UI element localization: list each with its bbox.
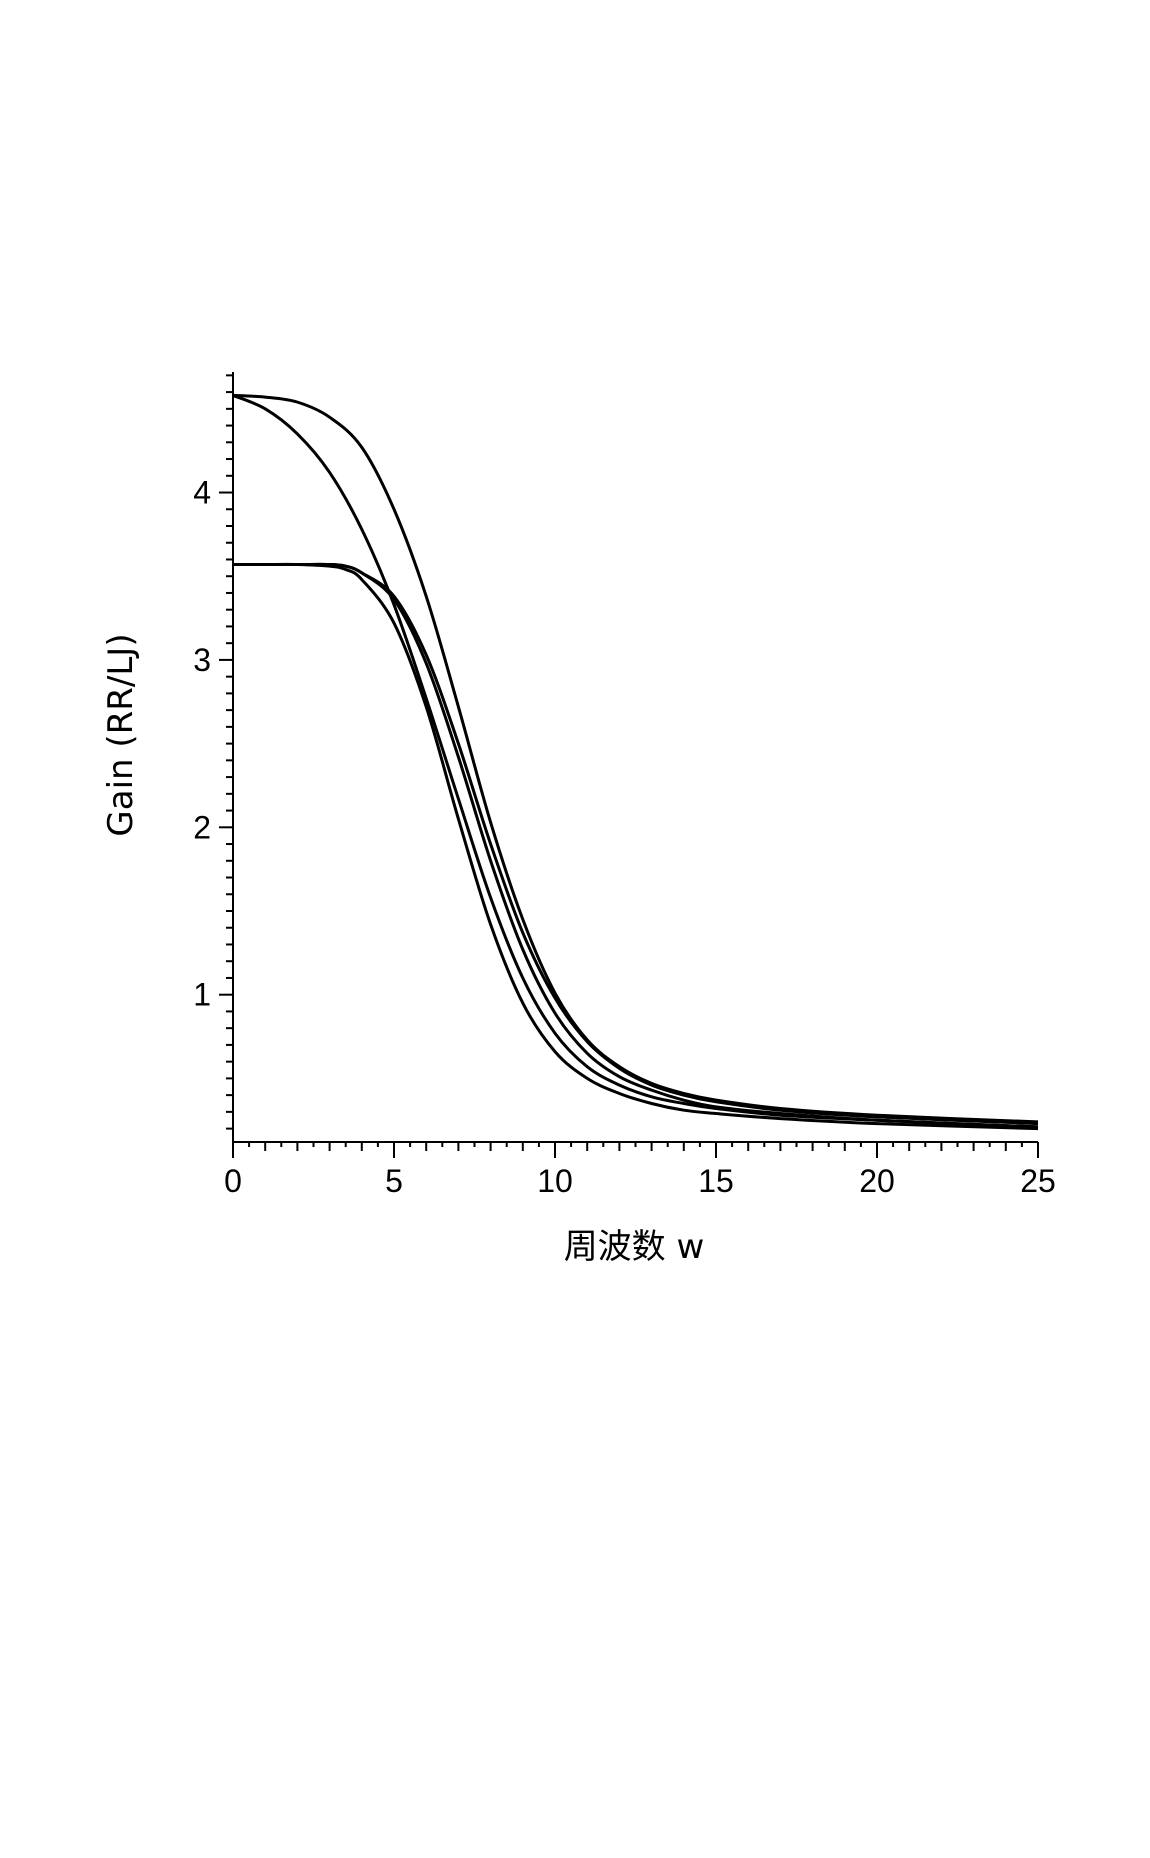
series-line-4	[232, 562, 1039, 1129]
x-tick-label: 15	[698, 1163, 734, 1199]
x-tick-label: 10	[537, 1163, 573, 1199]
series-line-2	[232, 394, 1039, 1129]
x-tick-label: 0	[224, 1163, 242, 1199]
curves	[232, 393, 1039, 1131]
y-tick-label: 2	[193, 809, 211, 845]
axes	[232, 372, 1038, 1143]
series-line-1	[232, 393, 1039, 1124]
x-tick-label: 20	[859, 1163, 895, 1199]
x-tick-label: 25	[1020, 1163, 1056, 1199]
x-tick-label: 5	[385, 1163, 403, 1199]
series-line-5	[232, 562, 1039, 1131]
y-axis-title: Gain (RR/LJ)	[101, 633, 141, 836]
y-tick-label: 1	[193, 977, 211, 1013]
y-tick-label: 4	[193, 475, 211, 511]
series-line-3	[232, 562, 1039, 1126]
y-tick-label: 3	[193, 642, 211, 678]
tick-labels: 0 5 10 15 20 25 1 2 3 4	[193, 475, 1056, 1199]
x-axis-title: 周波数 w	[564, 1227, 705, 1267]
ticks	[219, 374, 1039, 1158]
